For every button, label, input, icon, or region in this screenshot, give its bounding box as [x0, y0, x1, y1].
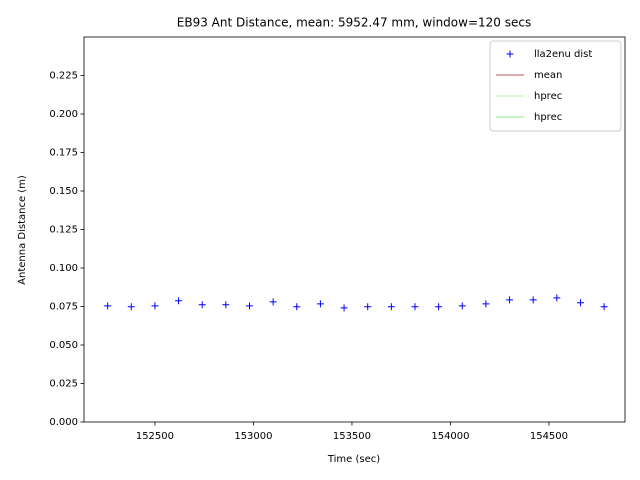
y-axis-label: Antenna Distance (m) — [17, 175, 28, 285]
data-point — [222, 301, 230, 309]
data-point — [411, 303, 419, 311]
data-point — [127, 303, 135, 311]
y-tick-label: 0.000 — [49, 417, 78, 428]
legend-marker — [506, 50, 514, 58]
chart-title: EB93 Ant Distance, mean: 5952.47 mm, win… — [177, 16, 531, 30]
legend-label: hprec — [534, 112, 562, 123]
data-point — [175, 297, 183, 305]
data-point — [387, 303, 395, 311]
data-point — [151, 302, 159, 310]
data-point — [576, 299, 584, 307]
y-tick-label: 0.125 — [49, 225, 78, 236]
data-point — [600, 303, 608, 311]
plot-frame — [83, 36, 626, 423]
data-point — [482, 300, 490, 308]
data-point — [529, 296, 537, 304]
data-point — [364, 303, 372, 311]
x-tick-label: 152500 — [136, 431, 174, 442]
x-axis-label: Time (sec) — [327, 454, 380, 465]
data-point — [104, 302, 112, 310]
y-tick-label: 0.100 — [49, 263, 78, 274]
data-point — [316, 300, 324, 308]
y-tick-label: 0.225 — [49, 71, 78, 82]
x-tick-label: 153500 — [333, 431, 371, 442]
x-tick-label: 154000 — [431, 431, 469, 442]
data-point — [340, 304, 348, 312]
legend-label: hprec — [534, 91, 562, 102]
y-tick-label: 0.150 — [49, 186, 78, 197]
data-point — [553, 294, 561, 302]
y-tick-label: 0.025 — [49, 379, 78, 390]
data-point — [269, 298, 277, 306]
data-point — [435, 303, 443, 311]
y-tick-label: 0.200 — [49, 109, 78, 120]
legend-box — [489, 40, 622, 132]
data-point — [245, 302, 253, 310]
legend-label: lla2enu dist — [534, 49, 592, 60]
data-point — [293, 303, 301, 311]
y-tick-label: 0.050 — [49, 340, 78, 351]
y-tick-label: 0.175 — [49, 148, 78, 159]
data-point — [506, 296, 514, 304]
x-tick-label: 154500 — [530, 431, 568, 442]
y-tick-label: 0.075 — [49, 302, 78, 313]
data-point — [198, 301, 206, 309]
legend-label: mean — [534, 70, 562, 81]
x-tick-label: 153000 — [234, 431, 272, 442]
data-point — [458, 302, 466, 310]
